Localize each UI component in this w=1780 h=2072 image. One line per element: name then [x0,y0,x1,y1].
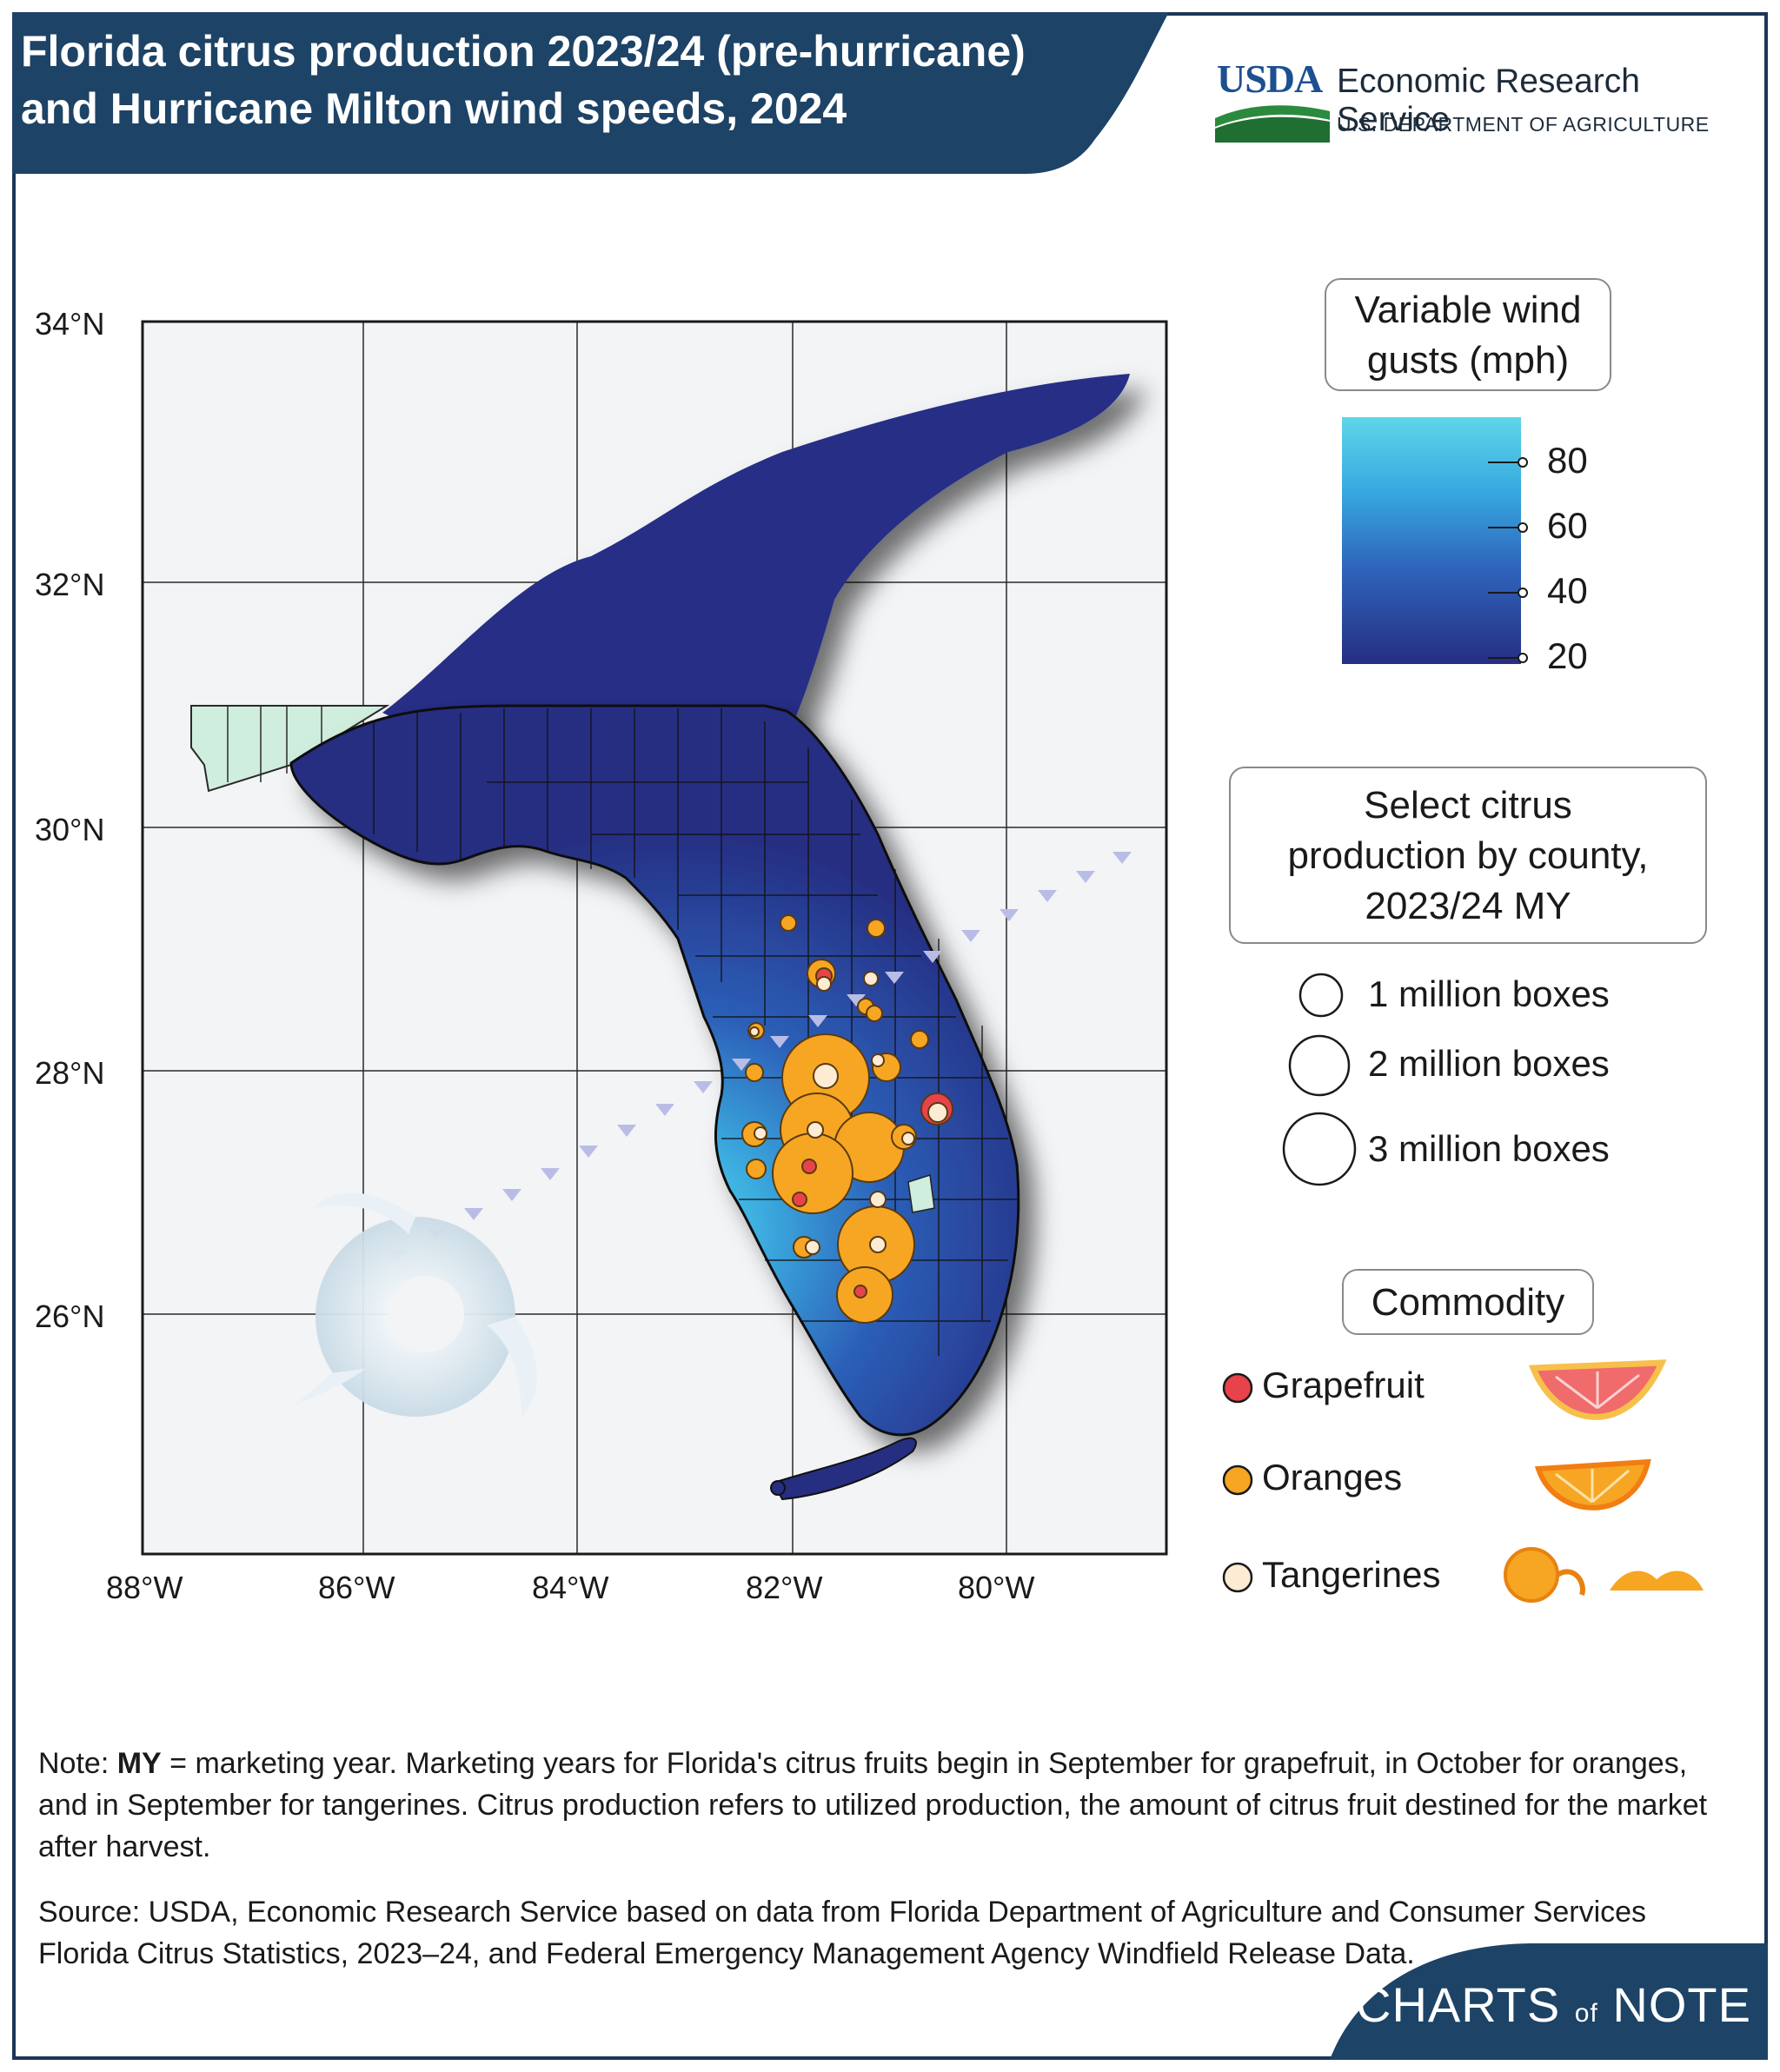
wind-field-plume [382,374,1130,747]
map-border [141,320,1168,1556]
grapefruit-icon [1528,1359,1667,1420]
tangerine-marker [807,1121,824,1139]
wind-legend-title: Variable wind gusts (mph) [1325,278,1611,391]
chart-source: Source: USDA, Economic Research Service … [38,1896,1647,1970]
tangerine-marker [927,1102,948,1123]
tangerine-marker [863,971,879,986]
orange-marker [780,914,797,932]
title-line-1: Florida citrus production 2023/24 (pre-h… [21,27,1026,76]
lat-label-28: 28°N [35,1055,105,1091]
orange-marker [746,1159,767,1179]
lon-label-84: 84°W [532,1570,609,1605]
usda-field-icon [1215,105,1330,143]
tangerine-marker [754,1126,767,1140]
agency-name: Economic Research Service [1337,63,1640,138]
size-legend-2m: 2 million boxes [1368,1043,1610,1084]
wind-tick-80: 80 [1547,440,1588,481]
lat-label-34: 34°N [35,306,105,342]
orange-marker [910,1030,929,1049]
tangerine-marker [901,1132,915,1146]
map-background [143,322,1166,1554]
wind-colorbar-ticks [1488,457,1528,663]
lon-label-82: 82°W [746,1570,823,1605]
tangerine-marker [749,1026,760,1037]
wind-tick-60: 60 [1547,505,1588,546]
usda-ers-logo: USDA Economic Research Service U.S. DEPA… [1199,56,1756,151]
grapefruit-legend-dot [1222,1372,1253,1404]
chart-title: Florida citrus production 2023/24 (pre-h… [21,23,1168,137]
tangerine-marker [869,1191,887,1208]
lon-label-86: 86°W [318,1570,395,1605]
commodity-legend-title: Commodity [1342,1269,1594,1335]
legend-grapefruit: Grapefruit [1262,1365,1425,1405]
tangerine-marker [805,1239,820,1255]
size-legend-1m: 1 million boxes [1368,973,1610,1014]
usda-wordmark: USDA [1217,56,1323,101]
wind-colorbar [1342,417,1521,664]
chart-note: Note: MY = marketing year. Marketing yea… [38,1747,1708,1863]
wind-tick-40: 40 [1547,570,1588,611]
orange-marker [745,1063,764,1082]
tangerine-marker [869,1236,887,1253]
alabama-panhandle-area [190,705,390,793]
hurricane-icon [287,1192,537,1417]
footer-banner [1330,1943,1768,2060]
tangerine-marker [871,1053,885,1067]
orange-marker [866,1005,883,1022]
orange-marker [867,919,886,938]
lat-label-32: 32°N [35,567,105,602]
wind-tick-20: 20 [1547,635,1588,676]
orange-slice-icon [1534,1458,1651,1511]
legend-oranges: Oranges [1262,1457,1403,1498]
florida-state [289,704,1020,1437]
lat-label-30: 30°N [35,812,105,847]
tangerine-marker [816,976,832,992]
lon-label-80: 80°W [958,1570,1035,1605]
lon-label-88: 88°W [106,1570,183,1605]
oranges-legend-dot [1222,1464,1253,1496]
title-banner: Florida citrus production 2023/24 (pre-h… [0,0,1182,174]
size-legend-circles [1282,973,1357,1186]
grapefruit-marker [801,1159,817,1174]
tangerine-icon [1504,1547,1704,1603]
florida-keys [772,1437,917,1501]
title-line-2: and Hurricane Milton wind speeds, 2024 [21,84,847,133]
citrus-production-markers [741,914,953,1324]
title-banner-shape [12,12,1169,174]
tangerine-marker [813,1063,839,1089]
lat-label-26: 26°N [35,1298,105,1334]
size-legend-3m: 3 million boxes [1368,1128,1610,1169]
grapefruit-marker [792,1192,807,1207]
tangerines-legend-dot [1222,1562,1253,1593]
hurricane-milton-track [388,852,1132,1262]
charts-of-note-logo: CHARTS of NOTE [1356,1977,1751,2032]
legend-tangerines: Tangerines [1262,1554,1441,1595]
size-legend-title: Select citrus production by county, 2023… [1229,767,1707,944]
grapefruit-marker [853,1285,867,1298]
department-name: U.S. DEPARTMENT OF AGRICULTURE [1337,113,1710,136]
